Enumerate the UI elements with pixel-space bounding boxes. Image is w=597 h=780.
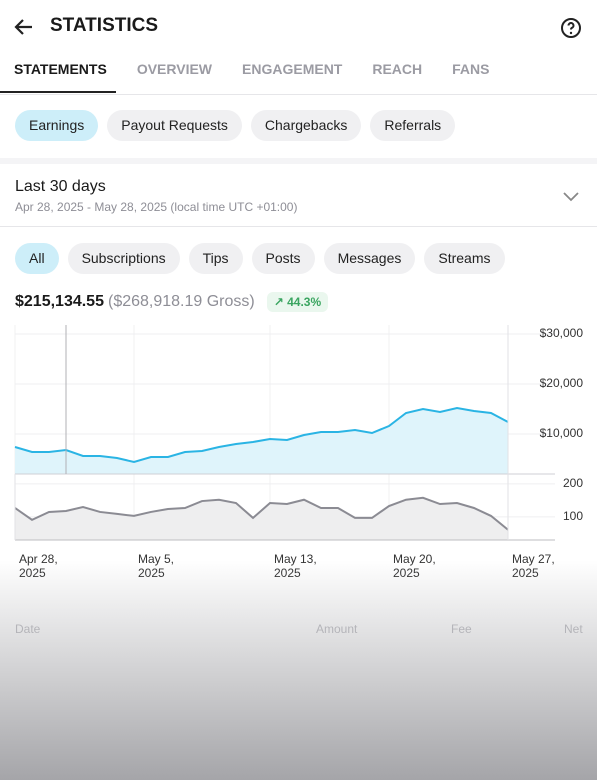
chip[interactable]: Referrals <box>370 110 456 141</box>
gross-amount: ($268,918.19 Gross) <box>107 293 255 310</box>
period-title[interactable]: Last 30 days <box>15 178 106 195</box>
line <box>14 496 509 531</box>
back-button[interactable] <box>12 16 36 38</box>
fade-overlay <box>0 560 597 780</box>
x-tick-label: Apr 28, 2025 <box>19 552 58 580</box>
tab[interactable]: ENGAGEMENT <box>242 61 343 77</box>
filter-chip[interactable]: Posts <box>251 243 315 274</box>
divider <box>0 94 597 95</box>
y-tick-label: $20,000 <box>540 376 584 390</box>
chip[interactable]: Payout Requests <box>107 110 242 141</box>
chip[interactable]: Earnings <box>15 110 99 141</box>
filter-chip[interactable]: Messages <box>323 243 416 274</box>
page-title: STATISTICS <box>50 15 159 36</box>
y-tick-label: $30,000 <box>540 326 584 340</box>
divider <box>0 158 597 164</box>
filter-chip[interactable]: Streams <box>424 243 505 274</box>
filter-chip[interactable]: Subscriptions <box>67 243 180 274</box>
column-header: Net <box>564 622 583 636</box>
x-tick-label: May 13, 2025 <box>274 552 317 580</box>
divider <box>0 226 597 227</box>
tab[interactable]: REACH <box>372 61 423 77</box>
net-amount: $215,134.55 <box>15 293 104 310</box>
period-range: Apr 28, 2025 - May 28, 2025 (local time … <box>15 200 298 214</box>
charts: $30,000 $20,000 $10,000 200 100 <box>14 325 584 541</box>
column-header: Date <box>15 622 41 636</box>
tab[interactable]: STATEMENTS <box>14 61 107 77</box>
tab-indicator <box>0 91 116 93</box>
filter-chip[interactable]: Tips <box>188 243 243 274</box>
type-chips: Earnings Payout Requests Chargebacks Referr… <box>15 110 456 141</box>
summary: $215,134.55 ($268,918.19 Gross) ↗ 44.3% <box>15 292 329 312</box>
help-button[interactable] <box>559 16 583 40</box>
change-value: 44.3% <box>287 295 322 309</box>
x-tick-label: May 5, 2025 <box>138 552 175 580</box>
y-tick-label: 200 <box>563 476 583 490</box>
y-tick-label: 100 <box>563 509 583 523</box>
column-header: Amount <box>316 622 358 636</box>
line <box>14 406 509 464</box>
tab[interactable]: FANS <box>452 61 490 77</box>
column-header: Fee <box>451 622 472 636</box>
x-tick-label: May 20, 2025 <box>393 552 436 580</box>
y-tick-label: $10,000 <box>540 426 584 440</box>
change-badge: ↗ 44.3% <box>266 292 329 312</box>
filter-chip[interactable]: All <box>15 243 59 274</box>
filter-chips: All Subscriptions Tips Posts Messages Streams <box>15 243 505 274</box>
tabs: STATEMENTS OVERVIEW ENGAGEMENT REACH FANS <box>14 61 489 77</box>
chip[interactable]: Chargebacks <box>250 110 362 141</box>
expand-icon[interactable] <box>562 190 580 204</box>
tab[interactable]: OVERVIEW <box>136 61 213 77</box>
x-tick-label: May 27, 2025 <box>512 552 555 580</box>
area-fill <box>15 497 508 540</box>
